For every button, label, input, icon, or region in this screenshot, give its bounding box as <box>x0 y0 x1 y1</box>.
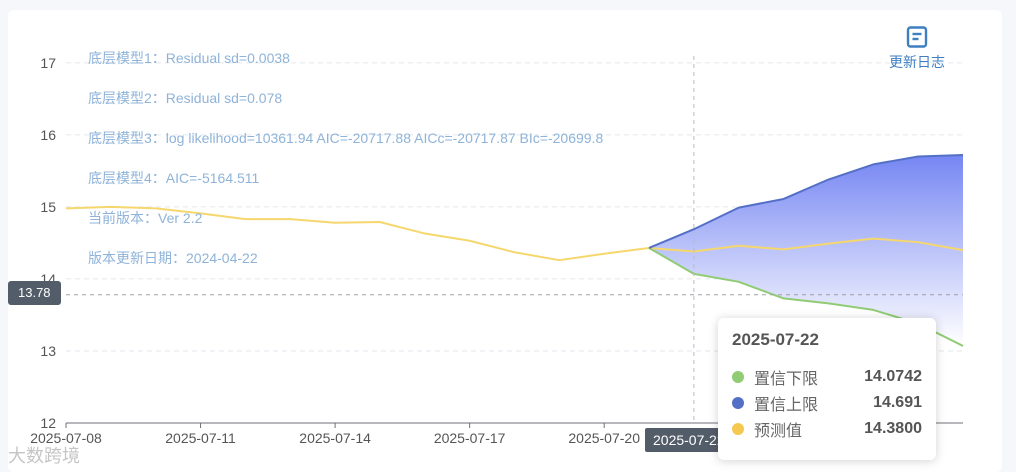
tooltip-row-name: 置信上限 <box>754 397 819 414</box>
changelog-label: 更新日志 <box>889 54 945 70</box>
note-model-3: 底层模型3：log likelihood=10361.94 AIC=-20717… <box>88 130 604 146</box>
crosshair-layer <box>66 56 963 423</box>
confidence-band <box>649 155 963 346</box>
series-line <box>65 205 964 262</box>
confidence-band-layer <box>649 155 963 346</box>
chart-tooltip: 2025-07-22 置信下限 14.0742 置信上限 14.691 预测值 … <box>718 318 936 460</box>
legend-dot-icon <box>732 371 744 383</box>
note-update-date: 版本更新日期：2024-04-22 <box>88 250 258 266</box>
y-tick-label: 16 <box>40 127 56 143</box>
y-tick-label: 15 <box>40 199 56 215</box>
document-icon <box>906 26 928 48</box>
tooltip-row-lower: 置信下限 14.0742 <box>732 364 922 390</box>
x-tick-label: 2025-07-14 <box>299 430 371 446</box>
series-line <box>648 154 964 249</box>
tooltip-row-forecast: 预测值 14.3800 <box>732 416 922 442</box>
x-tick-label: 2025-07-11 <box>165 430 236 446</box>
x-tick-label: 2025-07-20 <box>568 430 640 446</box>
tooltip-row-upper: 置信上限 14.691 <box>732 390 922 416</box>
legend-dot-icon <box>732 423 744 435</box>
tooltip-row-name: 预测值 <box>754 423 803 440</box>
tooltip-title: 2025-07-22 <box>732 330 819 349</box>
note-version: 当前版本：Ver 2.2 <box>88 210 203 226</box>
note-model-2: 底层模型2：Residual sd=0.078 <box>88 90 283 106</box>
note-model-4: 底层模型4：AIC=-5164.511 <box>88 170 260 186</box>
y-tick-label: 13 <box>40 343 56 359</box>
tooltip-row-name: 置信下限 <box>754 371 819 388</box>
tooltip-row-value: 14.691 <box>873 394 922 411</box>
legend-dot-icon <box>732 397 744 409</box>
tooltip-row-value: 14.0742 <box>864 368 922 385</box>
note-model-1: 底层模型1：Residual sd=0.0038 <box>88 50 290 66</box>
watermark-logo: 大数跨境 <box>8 446 80 466</box>
y-tick-label: 12 <box>40 415 56 431</box>
x-tick-label: 2025-07-08 <box>30 430 102 446</box>
y-tick-label: 17 <box>40 55 56 71</box>
changelog-button[interactable]: 更新日志 <box>884 26 950 72</box>
crosshair-y-label: 13.78 <box>8 281 61 305</box>
tooltip-row-value: 14.3800 <box>864 420 922 437</box>
x-tick-label: 2025-07-17 <box>434 430 506 446</box>
